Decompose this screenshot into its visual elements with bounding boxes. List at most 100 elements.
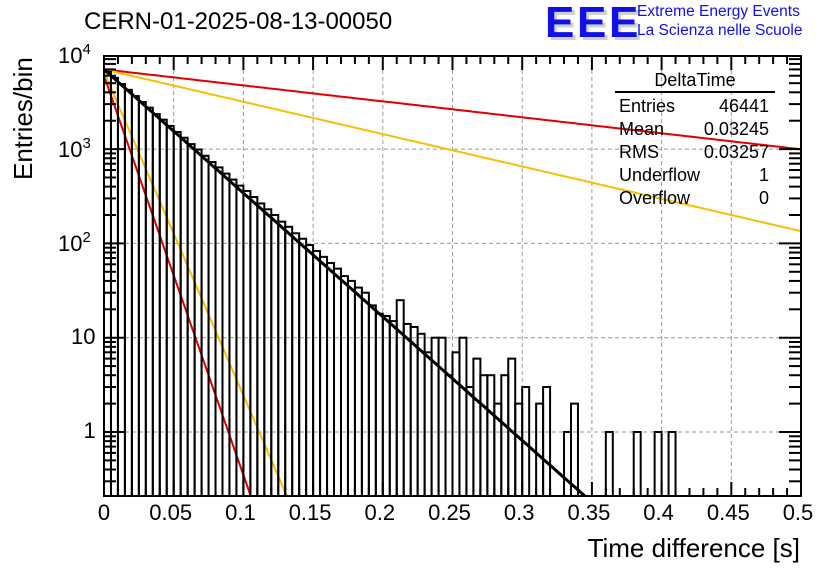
y-tick-label: 104 [58, 40, 91, 68]
histogram-bin [416, 332, 426, 496]
histogram-bin [326, 261, 336, 496]
logo-shadow-letter: E [548, 1, 577, 50]
histogram-bin [409, 325, 419, 496]
histogram-bin [165, 124, 175, 496]
stats-label: Underflow [619, 165, 701, 185]
chart-title: CERN-01-2025-08-13-00050 [84, 8, 393, 35]
logo-letter: E [545, 0, 574, 47]
stats-value: 0.03245 [703, 119, 769, 139]
histogram-bin [374, 312, 384, 496]
x-tick-label: 0.25 [428, 500, 471, 525]
histogram-bin [333, 267, 342, 496]
stats-row-mean: Mean 0.03245 [611, 118, 779, 141]
curve-yellow-steep [104, 71, 288, 496]
y-tick-label: 102 [58, 229, 91, 257]
x-axis-label: Time difference [s] [587, 533, 800, 563]
axis-ticks [103, 56, 802, 496]
logo-shadow-letter: E [612, 1, 641, 50]
x-tick-label: 0.5 [782, 500, 814, 525]
stats-label: Mean [619, 119, 665, 139]
histogram-bin [305, 244, 315, 496]
stats-box: DeltaTime Entries 46441 Mean 0.03245 RMS 0.… [611, 70, 779, 210]
histogram-bin [542, 386, 552, 496]
logo-line2: La Scienza nelle Scuole [637, 22, 803, 39]
histogram-bin [423, 351, 433, 496]
histogram-bin [472, 357, 482, 496]
histogram-bin [500, 374, 510, 496]
histogram-bin [144, 106, 154, 496]
histogram-bin [653, 431, 663, 496]
x-tick-label: 0.05 [149, 500, 193, 525]
stats-value: 0 [758, 188, 769, 208]
histogram-bin [242, 189, 252, 496]
histogram-bin [207, 160, 217, 496]
histogram-bin [151, 113, 161, 496]
histogram-bin [193, 148, 203, 496]
histogram-bin [465, 386, 475, 496]
x-tick-label: 0.45 [706, 500, 750, 525]
histogram-bin [270, 214, 280, 496]
curve-red-shallow [104, 68, 801, 151]
logo-letter: E [609, 0, 638, 47]
x-tick-label: 0.1 [225, 500, 256, 525]
stats-row-rms: RMS 0.03257 [611, 141, 779, 164]
histogram-bin [444, 374, 454, 496]
histogram-bin [312, 250, 322, 496]
histogram-bin [319, 255, 329, 496]
histogram-bin [353, 286, 363, 496]
histogram-bin [200, 154, 210, 496]
stats-label: RMS [619, 142, 659, 162]
histogram-bin [569, 402, 579, 496]
y-tick-label: 1 [83, 418, 96, 443]
histogram-bin [521, 386, 531, 496]
logo-letter: E [577, 0, 606, 47]
x-tick-label: 0.15 [288, 500, 332, 525]
histogram-bin [109, 76, 119, 496]
stats-label: Entries [619, 96, 676, 116]
histogram-bin [632, 431, 642, 496]
stats-row-underflow: Underflow 1 [611, 164, 779, 187]
grid-lines [104, 56, 801, 496]
x-tick-label: 0.4 [643, 500, 674, 525]
logo-line1: Extreme Energy Events [637, 3, 800, 20]
histogram-bin [367, 304, 377, 496]
histogram-bin [256, 202, 266, 496]
histogram-bin [339, 275, 349, 496]
histogram [104, 70, 677, 496]
histogram-bin [291, 232, 301, 496]
stats-value: 0.03257 [703, 142, 769, 162]
histogram-bin [604, 431, 614, 496]
stats-row-overflow: Overflow 0 [611, 187, 779, 210]
histogram-bin [179, 136, 189, 496]
histogram-bin [563, 431, 572, 496]
histogram-bin [284, 225, 294, 496]
histogram-bin [116, 83, 126, 496]
histogram-bin [346, 279, 356, 496]
curve-yellow-shallow [104, 68, 801, 233]
histogram-bin [381, 314, 391, 496]
stats-title: DeltaTime [615, 70, 775, 93]
histogram-bin [235, 184, 245, 496]
histogram-bin [667, 431, 677, 496]
histogram-bin [451, 351, 461, 496]
curve-red-steep [104, 75, 252, 496]
stats-value: 1 [758, 165, 769, 185]
histogram-bin [514, 402, 524, 496]
y-tick-label: 103 [58, 135, 91, 163]
histogram-bin [277, 220, 287, 496]
x-tick-label: 0.35 [567, 500, 611, 525]
histogram-bin [360, 291, 370, 496]
histogram-bin [458, 336, 468, 496]
histogram-bin [388, 320, 398, 496]
logo-shadow-letter: E [580, 1, 609, 50]
histogram-bin [298, 237, 308, 496]
x-tick-label: 0.2 [364, 500, 396, 525]
eee-logo-icon: EE EE EE [545, 0, 641, 50]
x-tick-label: 0 [97, 500, 111, 525]
histogram-bin [437, 336, 447, 496]
histogram-bin [249, 196, 259, 496]
logo-caption: Extreme Energy Events La Scienza nelle S… [637, 2, 802, 40]
histogram-bin [402, 322, 412, 496]
y-tick-label: 10 [71, 323, 96, 349]
